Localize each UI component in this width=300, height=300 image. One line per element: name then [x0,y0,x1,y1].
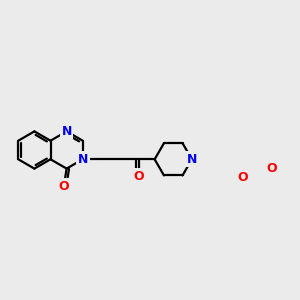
Text: O: O [58,180,69,193]
Text: O: O [266,162,277,175]
Text: O: O [133,169,144,182]
Text: O: O [237,171,248,184]
Text: N: N [61,125,72,138]
Text: N: N [77,153,88,166]
Text: N: N [187,153,197,166]
